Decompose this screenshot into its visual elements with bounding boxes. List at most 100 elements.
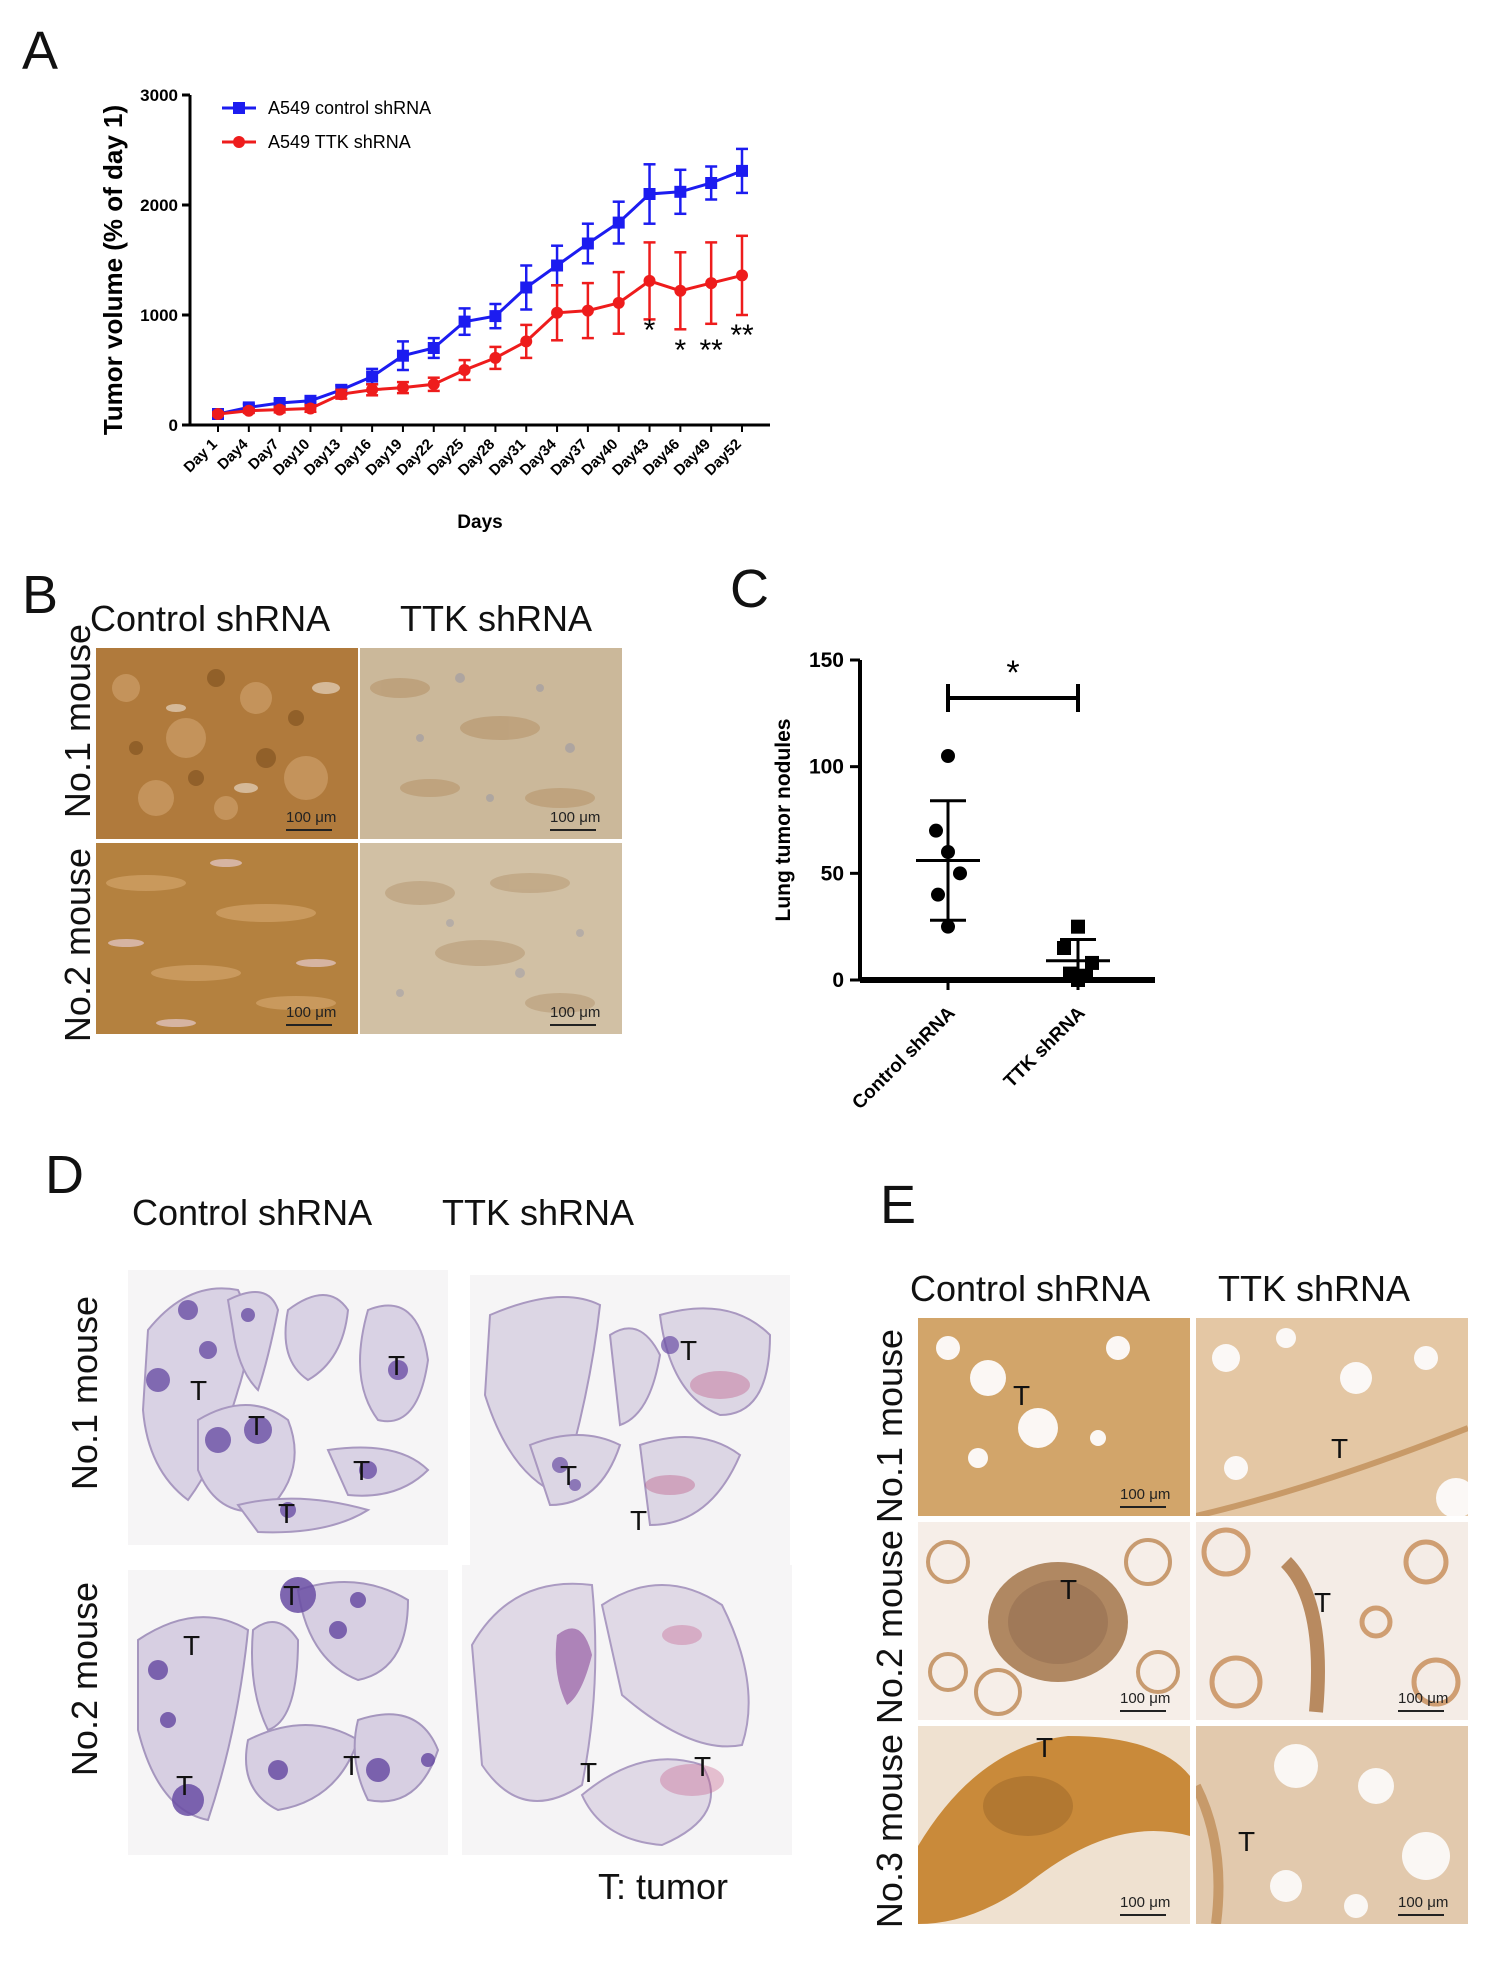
panel-letter-b: B [22, 565, 59, 625]
data-point [953, 866, 967, 881]
data-point [458, 364, 471, 376]
d-image-control-mouse2: T T T T [128, 1570, 448, 1855]
panel-letter-d: D [45, 1145, 84, 1205]
data-point [1085, 955, 1099, 970]
data-point [674, 185, 687, 198]
e-tumor-marker: T [1036, 1732, 1054, 1763]
e-tumor-marker: T [1238, 1826, 1256, 1857]
data-point [1057, 941, 1071, 955]
y-tick-label: 50 [821, 862, 844, 885]
data-point [489, 351, 502, 364]
data-point [396, 349, 409, 362]
e-tumor-marker: T [1331, 1433, 1349, 1464]
data-point [520, 335, 533, 348]
e-image-control-mouse3: T 100 μm [918, 1726, 1190, 1924]
panel-letter-a: A [22, 21, 59, 81]
data-point [520, 281, 533, 294]
d-tumor-marker: T [183, 1630, 201, 1661]
x-tick-label: Control shRNA [848, 1002, 959, 1113]
data-point [612, 296, 625, 309]
b-image-ttk-mouse1: 100 μm [360, 648, 622, 839]
e-image-ttk-mouse3: T 100 μm [1196, 1726, 1468, 1924]
data-point [551, 306, 564, 319]
chart-c: 0 50 100 150 Lung tumor nodules Control shRNA… [772, 649, 1155, 1114]
e-scalebar: 100 μm [1120, 1894, 1180, 1916]
significance-mark: * [1006, 654, 1019, 692]
b-col-label-control: Control shRNA [90, 598, 331, 639]
b-scalebar-1: 100 μm [286, 809, 346, 831]
data-point [581, 304, 594, 317]
data-point [643, 188, 656, 200]
data-point [366, 370, 379, 383]
data-point [705, 177, 718, 189]
b-image-ttk-mouse2: 100 μm [360, 843, 622, 1034]
data-point [304, 402, 317, 415]
e-row-label-mouse3: No.3 mouse [869, 1733, 910, 1929]
data-point [941, 749, 955, 763]
e-tumor-marker: T [1314, 1587, 1332, 1618]
d-tumor-marker: T [283, 1580, 301, 1611]
b-row-label-mouse2: No.2 mouse [57, 847, 98, 1043]
y-axis-label: Tumor volume (% of day 1) [98, 105, 128, 435]
x-tick-label: TTK shRNA [1000, 1002, 1090, 1092]
d-tumor-marker: T [353, 1455, 371, 1486]
data-point [931, 887, 945, 902]
data-point [335, 388, 348, 401]
data-point [929, 823, 943, 838]
e-tumor-marker: T [1060, 1574, 1078, 1605]
d-tumor-marker: T [176, 1770, 194, 1801]
y-tick-label: 150 [809, 649, 844, 672]
series-line [217, 169, 743, 416]
data-point [427, 342, 440, 354]
e-row-label-mouse1: No.1 mouse [869, 1328, 910, 1524]
panel-letter-e: E [880, 1175, 917, 1235]
d-tumor-marker: T [248, 1410, 266, 1441]
data-point [458, 315, 471, 328]
y-tick-label: 0 [169, 416, 178, 435]
e-col-label-ttk: TTK shRNA [1218, 1268, 1411, 1309]
e-image-control-mouse2: T 100 μm [918, 1522, 1190, 1720]
data-point [1071, 919, 1085, 934]
d-tumor-marker: T [343, 1750, 361, 1781]
e-image-control-mouse1: T 100 μm [918, 1318, 1190, 1516]
data-point [612, 216, 625, 229]
b-row-label-mouse1: No.1 mouse [57, 623, 98, 819]
legend-marker [233, 102, 245, 114]
y-axis-label: Lung tumor nodules [772, 719, 795, 922]
d-col-label-control: Control shRNA [132, 1192, 373, 1233]
data-point [736, 269, 748, 282]
data-point [581, 237, 594, 250]
data-point [273, 403, 286, 416]
d-tumor-marker: T [388, 1350, 406, 1381]
e-row-label-mouse2: No.2 mouse [869, 1529, 910, 1725]
significance-mark: * [675, 334, 687, 367]
data-point [212, 408, 224, 420]
d-tumor-marker: T [190, 1375, 208, 1406]
data-point [396, 381, 409, 394]
b-col-label-ttk: TTK shRNA [400, 598, 593, 639]
data-point [705, 277, 718, 290]
d-tumor-marker: T [680, 1335, 698, 1366]
d-tumor-marker: T [560, 1460, 578, 1491]
d-image-ttk-mouse2: T T [462, 1565, 792, 1855]
significance-mark: ** [730, 319, 754, 352]
e-col-label-control: Control shRNA [910, 1268, 1151, 1309]
d-tumor-marker: T [580, 1757, 598, 1788]
data-point [489, 310, 502, 323]
b-scalebar-3: 100 μm [286, 1004, 346, 1026]
x-tick-label: Day4 [214, 435, 252, 473]
e-scalebar: 100 μm [1120, 1486, 1180, 1508]
significance-mark: ** [699, 334, 723, 367]
e-scalebar: 100 μm [1120, 1690, 1180, 1712]
legend-label: A549 TTK shRNA [268, 132, 411, 152]
e-tumor-marker: T [1013, 1380, 1031, 1411]
b-scalebar-2: 100 μm [550, 809, 610, 831]
significance-mark: * [644, 314, 656, 347]
data-point [736, 164, 748, 177]
e-scalebar: 100 μm [1398, 1894, 1458, 1916]
data-point [643, 274, 656, 287]
d-tumor-marker: T [694, 1751, 712, 1782]
d-row-label-mouse2: No.2 mouse [64, 1581, 105, 1777]
e-image-ttk-mouse1: T [1196, 1318, 1468, 1516]
